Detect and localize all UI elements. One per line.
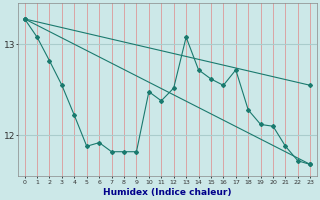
X-axis label: Humidex (Indice chaleur): Humidex (Indice chaleur) xyxy=(103,188,232,197)
